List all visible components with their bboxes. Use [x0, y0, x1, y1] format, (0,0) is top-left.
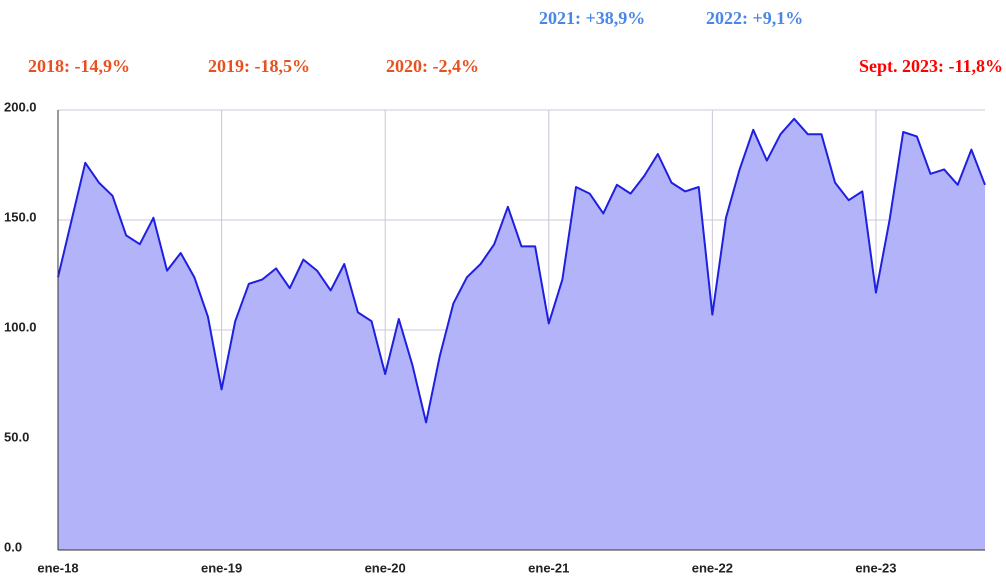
annotation: Sept. 2023: -11,8%	[859, 56, 1003, 76]
y-tick-label: 150.0	[4, 209, 37, 224]
y-tick-label: 50.0	[4, 429, 29, 444]
line	[57, 117, 986, 424]
x-tick-label: ene-20	[365, 560, 406, 575]
x-tick-label: ene-22	[692, 560, 733, 575]
y-tick-label: 0.0	[4, 539, 22, 554]
x-tick-label: ene-19	[201, 560, 242, 575]
annotation: 2018: -14,9%	[28, 56, 130, 76]
area-fill	[58, 118, 985, 551]
annotation: 2019: -18,5%	[208, 56, 310, 76]
x-tick-label: ene-23	[855, 560, 896, 575]
annotation: 2021: +38,9%	[539, 8, 645, 28]
x-tick-label: ene-21	[528, 560, 569, 575]
y-tick-label: 200.0	[4, 99, 37, 114]
y-tick-label: 100.0	[4, 319, 37, 334]
annotation: 2022: +9,1%	[706, 8, 803, 28]
annotation: 2020: -2,4%	[386, 56, 479, 76]
x-tick-label: ene-18	[37, 560, 78, 575]
